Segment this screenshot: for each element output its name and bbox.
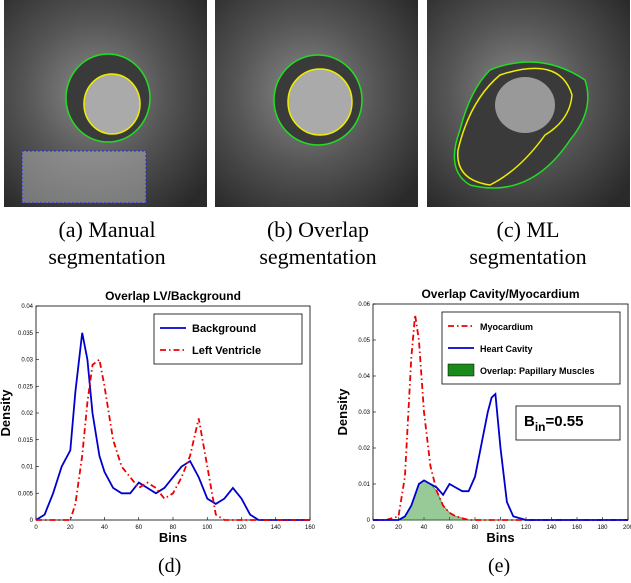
x-tick-label: 60 (135, 525, 142, 531)
caption: (c) ML segmentation (438, 216, 618, 270)
y-axis-label: Density (0, 389, 13, 437)
y-tick-label: 0.04 (358, 374, 370, 380)
legend-label: Left Ventricle (192, 345, 261, 357)
y-tick-label: 0.02 (21, 411, 33, 417)
x-tick-label: 60 (446, 525, 453, 531)
image-a (4, 0, 207, 207)
page: Overlap LV/Background Bins Density 0 20 40 60 8… (0, 0, 631, 583)
y-tick-label: 0 (30, 518, 34, 524)
caption: (b) Overlap segmentation (228, 216, 408, 270)
y-tick-label: 0.06 (358, 302, 370, 308)
x-tick-label: 100 (495, 525, 506, 531)
x-tick-label: 80 (472, 525, 479, 531)
x-tick-label: 160 (572, 525, 583, 531)
y-tick-label: 0.025 (18, 384, 34, 390)
x-tick-label: 40 (421, 525, 428, 531)
y-tick-label: 0.035 (18, 331, 34, 337)
image-c (427, 0, 630, 207)
y-axis-label: Density (335, 388, 350, 436)
x-tick-label: 160 (305, 525, 316, 531)
x-axis-label: Bins (486, 530, 514, 545)
caption: (a) Manual segmentation (17, 216, 197, 270)
y-tick-label: 0.005 (18, 491, 34, 497)
x-tick-label: 100 (202, 525, 213, 531)
x-tick-label: 40 (101, 525, 108, 531)
x-tick-label: 80 (170, 525, 177, 531)
annotation-part: in (535, 420, 546, 434)
y-tick-label: 0.01 (21, 465, 33, 471)
chart-title: Overlap LV/Background (105, 289, 241, 303)
legend-label: Heart Cavity (480, 344, 533, 354)
x-tick-label: 0 (371, 525, 375, 531)
annotation-part: B (524, 413, 535, 430)
panel-label: (e) (488, 555, 510, 578)
legend-label: Overlap: Papillary Muscles (480, 366, 595, 376)
annotation-part: =0.55 (546, 413, 584, 430)
x-tick-label: 180 (597, 525, 608, 531)
x-tick-label: 140 (271, 525, 282, 531)
x-tick-label: 20 (395, 525, 402, 531)
legend-label: Myocardium (480, 322, 533, 332)
x-axis-label: Bins (159, 530, 187, 545)
y-tick-label: 0.03 (358, 410, 370, 416)
x-tick-label: 20 (67, 525, 74, 531)
x-tick-label: 200 (623, 525, 631, 531)
image-b (215, 0, 418, 207)
y-tick-label: 0.03 (21, 358, 33, 364)
series-area (373, 480, 628, 520)
y-tick-label: 0.04 (21, 304, 33, 310)
panel-label: (d) (158, 555, 181, 578)
y-tick-label: 0.02 (358, 446, 370, 452)
x-tick-label: 0 (34, 525, 38, 531)
legend-swatch (448, 364, 474, 376)
figure: Overlap LV/Background Bins Density 0 20 40 60 8… (0, 0, 631, 583)
y-tick-label: 0.015 (18, 438, 34, 444)
x-tick-label: 120 (521, 525, 532, 531)
y-tick-label: 0.01 (358, 482, 370, 488)
y-tick-label: 0 (367, 518, 371, 524)
chart-title: Overlap Cavity/Myocardium (421, 287, 579, 301)
x-tick-label: 120 (236, 525, 247, 531)
y-tick-label: 0.05 (358, 338, 370, 344)
legend-label: Background (192, 323, 256, 335)
x-tick-label: 140 (546, 525, 557, 531)
